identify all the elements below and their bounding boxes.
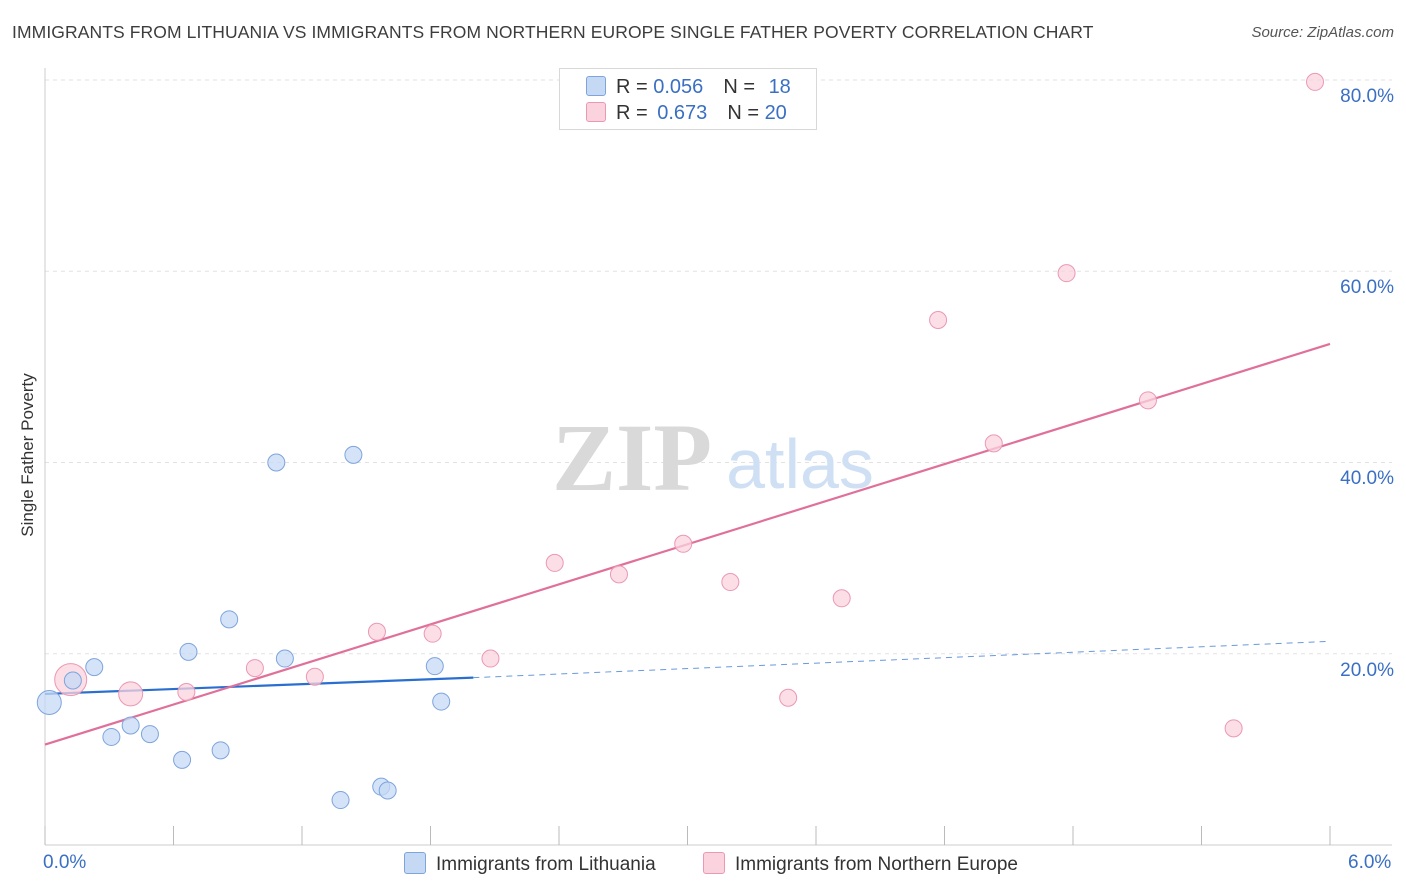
legend-n-value: 20: [764, 102, 787, 124]
axes: [44, 68, 1392, 846]
source-label: Source: ZipAtlas.com: [1251, 24, 1394, 41]
point-northern-11: [721, 573, 740, 592]
point-northern-7: [481, 649, 500, 668]
point-lithuania-2: [85, 658, 104, 677]
point-lithuania-17: [432, 692, 451, 711]
point-lithuania-15: [378, 781, 397, 800]
data-points: [36, 72, 1325, 810]
point-northern-10: [674, 534, 693, 553]
trend-line-lithuania-extension: [473, 640, 1331, 679]
y-tick-label-80: 80.0%: [1340, 86, 1394, 107]
point-lithuania-3: [102, 727, 121, 746]
point-northern-6: [423, 624, 442, 643]
point-northern-1: [118, 681, 144, 707]
legend-row-northern: R = 0.673 N = 20: [586, 102, 787, 128]
legend-row-lithuania: R = 0.056 N = 18: [586, 76, 791, 102]
bottom-legend-label-lithuania: Immigrants from Lithuania: [436, 854, 656, 875]
point-lithuania-7: [179, 642, 198, 661]
point-northern-12: [779, 688, 798, 707]
point-northern-8: [545, 553, 564, 572]
point-lithuania-9: [220, 610, 239, 629]
watermark-zip: ZIP: [552, 404, 712, 511]
point-northern-18: [1224, 719, 1243, 738]
y-axis-title: Single Father Poverty: [18, 373, 37, 537]
y-tick-label-20: 20.0%: [1340, 660, 1394, 681]
y-tick-label-60: 60.0%: [1340, 277, 1394, 298]
bottom-legend-label-northern: Immigrants from Northern Europe: [735, 854, 1018, 875]
legend-swatch-northern: [586, 102, 606, 122]
point-lithuania-16: [425, 657, 444, 676]
point-lithuania-13: [344, 445, 363, 464]
legend-n-label: N =: [727, 102, 765, 124]
legend-r-label: R =: [616, 76, 654, 98]
legend-n-label: N =: [723, 76, 761, 98]
point-lithuania-1: [63, 671, 82, 690]
chart-title: IMMIGRANTS FROM LITHUANIA VS IMMIGRANTS …: [12, 22, 1094, 42]
bottom-legend-swatch-northern: [703, 852, 725, 874]
bottom-legend-swatch-lithuania: [404, 852, 426, 874]
point-northern-9: [609, 565, 628, 584]
legend-swatch-lithuania: [586, 76, 606, 96]
x-tick-label-max: 6.0%: [1348, 852, 1392, 873]
gridlines: [45, 79, 1392, 655]
point-northern-16: [1057, 264, 1076, 283]
x-tick-label-min: 0.0%: [43, 852, 87, 873]
point-lithuania-10: [267, 453, 286, 472]
point-lithuania-8: [211, 741, 230, 760]
point-lithuania-6: [173, 750, 192, 769]
point-lithuania-4: [121, 716, 140, 735]
point-northern-4: [305, 667, 324, 686]
point-northern-14: [929, 311, 948, 330]
point-lithuania-12: [331, 791, 350, 810]
watermark: ZIP atlas: [552, 404, 874, 511]
legend-r-label: R =: [616, 102, 654, 124]
correlation-legend: R = 0.056 N = 18 R = 0.673 N = 20: [559, 68, 817, 130]
point-northern-19: [1306, 72, 1325, 91]
point-northern-17: [1138, 391, 1157, 410]
legend-n-value: 18: [768, 76, 791, 98]
point-northern-2: [177, 683, 196, 701]
point-lithuania-5: [140, 725, 159, 744]
legend-r-value: 0.673: [657, 102, 708, 124]
watermark-atlas: atlas: [726, 425, 874, 503]
point-northern-5: [367, 622, 386, 641]
point-northern-13: [832, 589, 851, 608]
y-tick-label-40: 40.0%: [1340, 468, 1394, 489]
point-northern-3: [245, 659, 264, 678]
point-lithuania-11: [275, 649, 294, 668]
legend-r-value: 0.056: [653, 76, 704, 98]
trend-line-lithuania: [44, 676, 474, 696]
point-lithuania-0: [36, 690, 62, 716]
point-northern-15: [984, 434, 1003, 453]
bottom-legend-northern: Immigrants from Northern Europe: [703, 852, 1018, 876]
bottom-legend-lithuania: Immigrants from Lithuania: [404, 852, 656, 876]
